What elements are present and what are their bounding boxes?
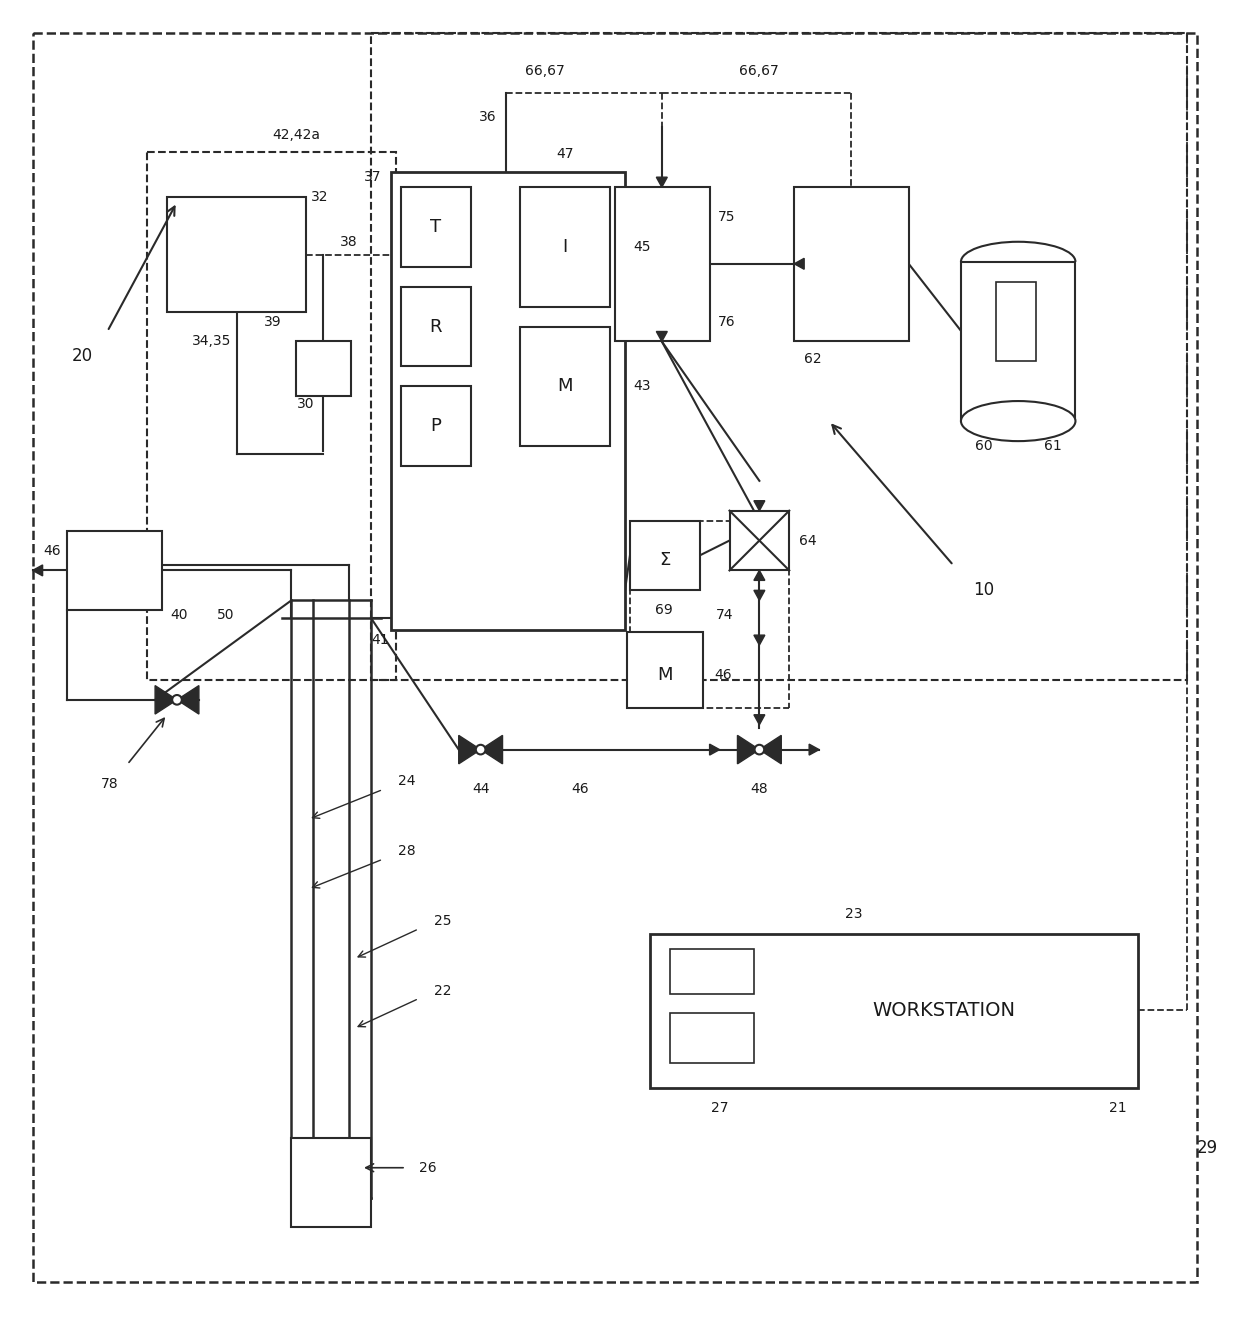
Text: 25: 25 (434, 914, 451, 928)
Polygon shape (794, 258, 805, 269)
Text: M: M (657, 666, 672, 685)
Circle shape (172, 695, 182, 704)
Polygon shape (754, 500, 765, 511)
Polygon shape (32, 565, 42, 576)
Ellipse shape (961, 401, 1075, 441)
FancyBboxPatch shape (401, 387, 471, 466)
FancyBboxPatch shape (296, 342, 351, 396)
Text: 32: 32 (311, 191, 329, 204)
Polygon shape (810, 744, 820, 755)
Text: 64: 64 (800, 534, 817, 548)
Polygon shape (155, 686, 177, 714)
FancyBboxPatch shape (630, 520, 699, 591)
FancyBboxPatch shape (670, 949, 754, 993)
Text: 46: 46 (572, 782, 589, 797)
Bar (371, 33, 1188, 681)
Text: 75: 75 (718, 211, 735, 224)
Text: 29: 29 (1197, 1139, 1218, 1157)
Text: 30: 30 (296, 397, 314, 412)
Text: 47: 47 (557, 147, 574, 162)
Text: 36: 36 (479, 110, 496, 124)
Text: 10: 10 (973, 581, 994, 600)
Polygon shape (459, 735, 481, 764)
Text: 20: 20 (72, 347, 93, 365)
FancyBboxPatch shape (627, 632, 703, 708)
Text: 27: 27 (711, 1102, 728, 1115)
Text: 42,42a: 42,42a (273, 128, 320, 143)
Polygon shape (709, 744, 719, 755)
Text: 62: 62 (805, 352, 822, 367)
Text: 66,67: 66,67 (526, 64, 565, 78)
Text: 60: 60 (975, 440, 992, 453)
Text: 46: 46 (714, 667, 732, 682)
Text: 41: 41 (372, 633, 389, 647)
Polygon shape (656, 177, 667, 187)
Polygon shape (759, 735, 781, 764)
Text: 48: 48 (750, 782, 769, 797)
Text: 46: 46 (43, 543, 61, 557)
Text: 40: 40 (170, 608, 187, 622)
Polygon shape (738, 735, 759, 764)
FancyBboxPatch shape (291, 1137, 371, 1227)
FancyBboxPatch shape (521, 187, 610, 307)
FancyBboxPatch shape (167, 197, 306, 311)
FancyBboxPatch shape (391, 172, 625, 630)
Circle shape (755, 745, 764, 755)
Text: I: I (563, 238, 568, 256)
Text: Σ: Σ (660, 552, 671, 569)
Polygon shape (481, 735, 502, 764)
Text: 24: 24 (398, 775, 415, 789)
Text: 26: 26 (419, 1161, 436, 1174)
Text: 45: 45 (632, 240, 651, 254)
Text: M: M (558, 377, 573, 396)
Text: R: R (429, 318, 443, 335)
Polygon shape (754, 715, 765, 724)
Text: 74: 74 (715, 608, 733, 622)
Text: 44: 44 (472, 782, 490, 797)
Text: WORKSTATION: WORKSTATION (872, 1001, 1016, 1019)
Polygon shape (754, 636, 765, 645)
Polygon shape (754, 571, 765, 580)
Bar (148, 152, 396, 681)
Circle shape (476, 745, 485, 755)
Bar (961, 262, 1075, 421)
Text: 69: 69 (655, 604, 672, 617)
Text: 39: 39 (264, 315, 281, 328)
Text: 50: 50 (217, 608, 234, 622)
FancyBboxPatch shape (521, 327, 610, 446)
Text: 22: 22 (434, 984, 451, 997)
Text: T: T (430, 218, 441, 236)
Polygon shape (754, 591, 765, 600)
FancyBboxPatch shape (615, 187, 709, 342)
Text: 37: 37 (363, 171, 381, 184)
Text: 76: 76 (718, 315, 735, 328)
FancyBboxPatch shape (401, 287, 471, 367)
FancyBboxPatch shape (729, 511, 789, 571)
FancyBboxPatch shape (670, 1013, 754, 1063)
Polygon shape (656, 331, 667, 342)
FancyBboxPatch shape (650, 933, 1137, 1088)
Text: 78: 78 (100, 777, 118, 792)
FancyBboxPatch shape (401, 187, 471, 266)
Text: 38: 38 (341, 234, 358, 249)
Text: 43: 43 (632, 379, 651, 393)
Text: 21: 21 (1109, 1102, 1127, 1115)
FancyBboxPatch shape (996, 282, 1037, 361)
Text: 34,35: 34,35 (192, 335, 232, 348)
Text: 23: 23 (846, 907, 863, 922)
Text: P: P (430, 417, 441, 436)
Text: 61: 61 (1044, 440, 1061, 453)
Polygon shape (177, 686, 198, 714)
FancyBboxPatch shape (67, 531, 162, 610)
Text: 28: 28 (398, 845, 415, 858)
Text: 66,67: 66,67 (739, 64, 779, 78)
FancyBboxPatch shape (794, 187, 909, 342)
